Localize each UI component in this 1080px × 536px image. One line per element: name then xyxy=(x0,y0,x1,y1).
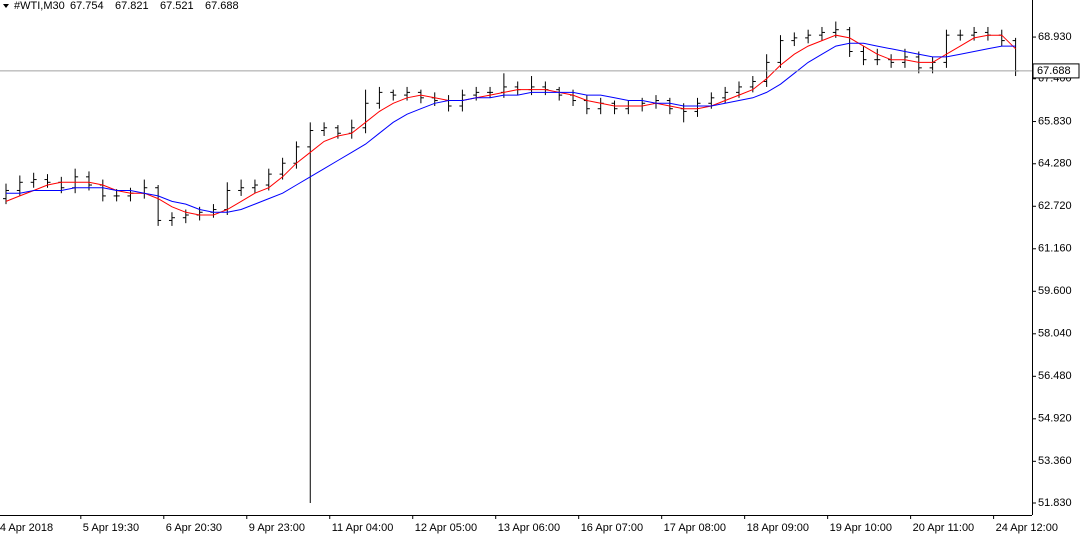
y-tick-label: 61.160 xyxy=(1038,243,1072,255)
current-price-label: 67.688 xyxy=(1037,65,1071,77)
y-tick-label: 59.600 xyxy=(1038,285,1072,297)
x-tick-label: 4 Apr 2018 xyxy=(0,522,53,534)
y-tick-label: 51.830 xyxy=(1038,497,1072,509)
header-value: 67.688 xyxy=(205,0,239,12)
x-tick-label: 5 Apr 19:30 xyxy=(83,522,139,534)
x-tick-label: 9 Apr 23:00 xyxy=(249,522,305,534)
symbol: #WTI,M30 xyxy=(14,0,65,12)
y-tick-label: 65.830 xyxy=(1038,115,1072,127)
y-tick-label: 58.040 xyxy=(1038,328,1072,340)
y-tick-label: 53.360 xyxy=(1038,455,1072,467)
x-tick-label: 12 Apr 05:00 xyxy=(415,522,477,534)
x-tick-label: 19 Apr 10:00 xyxy=(830,522,892,534)
y-tick-label: 54.920 xyxy=(1038,413,1072,425)
x-tick-label: 16 Apr 07:00 xyxy=(581,522,643,534)
header-value: 67.754 xyxy=(70,0,104,12)
x-tick-label: 11 Apr 04:00 xyxy=(332,522,394,534)
menu-arrow[interactable] xyxy=(3,4,9,8)
y-tick-label: 62.720 xyxy=(1038,200,1072,212)
x-tick-label: 13 Apr 06:00 xyxy=(498,522,560,534)
x-tick-label: 18 Apr 09:00 xyxy=(747,522,809,534)
header-value: 67.821 xyxy=(115,0,149,12)
moving-average xyxy=(6,42,1016,213)
y-tick-label: 64.280 xyxy=(1038,158,1072,170)
y-tick-label: 56.480 xyxy=(1038,370,1072,382)
x-tick-label: 24 Apr 12:00 xyxy=(996,522,1058,534)
header-value: 67.521 xyxy=(160,0,194,12)
y-tick-label: 68.930 xyxy=(1038,31,1072,43)
moving-average xyxy=(5,34,1016,216)
current-price-box xyxy=(1032,63,1080,79)
x-tick-label: 6 Apr 20:30 xyxy=(166,522,222,534)
x-tick-label: 20 Apr 11:00 xyxy=(913,522,975,534)
x-tick-label: 17 Apr 08:00 xyxy=(664,522,726,534)
